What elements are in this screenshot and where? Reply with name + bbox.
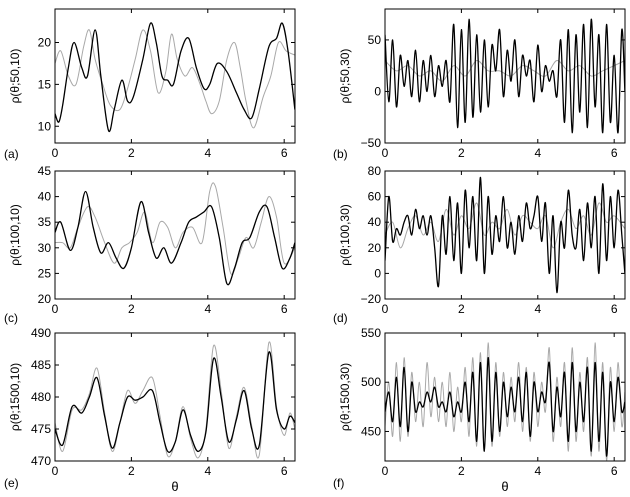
y-tick-label: 80	[368, 164, 382, 178]
x-tick-label: 6	[281, 464, 288, 478]
y-tick-label: 45	[38, 164, 52, 178]
y-axis-label: ρ(θ;1500,30)	[338, 363, 352, 431]
x-tick-label: 0	[52, 464, 59, 478]
y-tick-label: 550	[361, 326, 381, 340]
y-tick-label: −50	[361, 136, 382, 150]
plot-frame	[54, 170, 296, 300]
panel-label: (b)	[333, 147, 348, 161]
series-line-gray	[385, 342, 625, 461]
x-tick-label: 4	[534, 302, 541, 316]
x-tick-label: 0	[382, 146, 389, 160]
y-tick-label: 475	[31, 422, 51, 436]
y-tick-label: 490	[31, 326, 51, 340]
y-tick-label: 20	[38, 292, 52, 306]
series-line-black	[385, 356, 625, 457]
y-tick-label: 15	[38, 77, 52, 91]
y-tick-label: 470	[31, 454, 51, 468]
x-tick-label: 4	[534, 464, 541, 478]
x-tick-label: 6	[611, 146, 618, 160]
y-axis-label: ρ(θ;50,30)	[338, 49, 352, 104]
y-tick-label: 60	[368, 190, 382, 204]
y-tick-label: 25	[38, 266, 52, 280]
y-tick-label: 30	[38, 241, 52, 255]
series-line-black	[55, 22, 295, 133]
x-tick-label: 0	[382, 464, 389, 478]
x-tick-label: 6	[281, 302, 288, 316]
series-line-black	[55, 190, 295, 286]
series-line-black	[55, 351, 295, 453]
plot-frame	[54, 8, 296, 144]
x-tick-label: 4	[534, 146, 541, 160]
panel-label: (f)	[333, 476, 344, 490]
x-tick-label: 2	[458, 146, 465, 160]
x-axis-label: θ	[501, 479, 508, 494]
x-tick-label: 2	[458, 464, 465, 478]
x-tick-label: 2	[458, 302, 465, 316]
x-tick-label: 4	[204, 302, 211, 316]
plot-frame	[384, 8, 626, 144]
y-tick-label: 500	[361, 375, 381, 389]
panel-1: 0 2 4 6 10 15 20 ρ(θ;50,10) (a)	[4, 8, 296, 161]
y-tick-label: −20	[361, 292, 382, 306]
y-tick-label: 50	[368, 33, 382, 47]
series-line-gray	[55, 341, 295, 459]
x-tick-label: 0	[52, 146, 59, 160]
series-line-gray	[385, 202, 625, 249]
x-axis-label: θ	[171, 479, 178, 494]
x-tick-label: 4	[204, 464, 211, 478]
y-tick-label: 35	[38, 215, 52, 229]
y-tick-label: 40	[368, 215, 382, 229]
series-line-gray	[55, 182, 295, 275]
panel-label: (d)	[333, 311, 348, 325]
y-tick-label: 0	[374, 84, 381, 98]
x-tick-label: 2	[128, 464, 135, 478]
y-tick-label: 450	[361, 424, 381, 438]
plot-frame	[384, 332, 626, 462]
panel-3: 0 2 4 6 20 25 30 35 40 45 ρ(θ;100,10) (c)	[4, 164, 296, 325]
panel-label: (e)	[4, 476, 19, 490]
y-tick-label: 480	[31, 390, 51, 404]
x-tick-label: 2	[128, 146, 135, 160]
x-tick-label: 0	[52, 302, 59, 316]
y-axis-label: ρ(θ;1500,10)	[8, 363, 22, 431]
y-axis-label: ρ(θ;100,30)	[338, 204, 352, 266]
series-line-black	[385, 176, 625, 294]
x-tick-label: 0	[382, 302, 389, 316]
y-axis-label: ρ(θ;100,10)	[8, 204, 22, 266]
panel-label: (c)	[4, 311, 18, 325]
panel-5: 0 2 4 6 470 475 480 485 490 ρ(θ;1500,10) θ (e)	[4, 326, 296, 494]
y-tick-label: 20	[38, 36, 52, 50]
x-tick-label: 6	[611, 302, 618, 316]
plot-frame	[384, 170, 626, 300]
panel-6: 0 2 4 6 450 500 550 ρ(θ;1500,30) θ (f)	[333, 326, 626, 494]
panel-label: (a)	[4, 147, 19, 161]
x-tick-label: 2	[128, 302, 135, 316]
y-tick-label: 10	[38, 119, 52, 133]
series-line-black	[385, 18, 625, 134]
x-tick-label: 6	[611, 464, 618, 478]
x-tick-label: 6	[281, 146, 288, 160]
y-tick-label: 40	[38, 190, 52, 204]
y-axis-label: ρ(θ;50,10)	[8, 49, 22, 104]
y-tick-label: 485	[31, 358, 51, 372]
y-tick-label: 20	[368, 241, 382, 255]
x-tick-label: 4	[204, 146, 211, 160]
y-tick-label: 0	[374, 266, 381, 280]
